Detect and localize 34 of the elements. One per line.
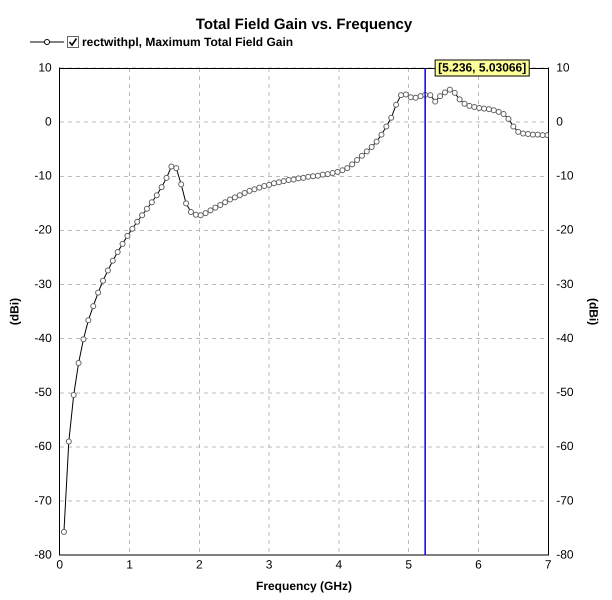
y-tick-label: -80 — [34, 548, 52, 562]
x-tick-label: 5 — [405, 558, 412, 572]
x-axis-title: Frequency (GHz) — [256, 579, 352, 594]
y-axis-title: (dBi) — [8, 298, 22, 326]
y-tick-label: -70 — [34, 493, 52, 508]
x-tick-label: 7 — [544, 558, 552, 572]
y-tick-label: -40 — [34, 330, 52, 345]
y2-tick-label: -60 — [556, 439, 574, 454]
x-tick-label: 2 — [196, 558, 203, 572]
x-tick-label: 6 — [475, 558, 482, 572]
y2-tick-label: -40 — [556, 330, 574, 345]
y2-axis-title: (dBi) — [586, 298, 600, 326]
y2-tick-label: -50 — [556, 385, 574, 400]
y-tick-label: -50 — [34, 385, 52, 400]
y-tick-label: -10 — [34, 168, 52, 183]
y-tick-label: -20 — [34, 222, 52, 237]
y2-tick-label: -80 — [556, 548, 574, 562]
chart-title: Total Field Gain vs. Frequency — [196, 16, 413, 34]
x-tick-label: 0 — [56, 558, 64, 572]
y-tick-label: -60 — [34, 439, 52, 454]
y2-tick-label: 0 — [556, 114, 564, 128]
x-tick-label: 1 — [126, 558, 134, 572]
y-tick-label: 10 — [38, 60, 52, 74]
y2-tick-label: -10 — [556, 168, 574, 183]
y2-tick-label: -30 — [556, 276, 574, 291]
y-tick-label: -30 — [34, 276, 52, 291]
x-tick-label: 4 — [336, 558, 343, 572]
y-tick-label: 0 — [45, 114, 52, 128]
legend-label: rectwithpl, Maximum Total Field Gain — [82, 35, 294, 49]
y2-tick-label: -70 — [556, 493, 574, 508]
y2-tick-label: -20 — [556, 222, 574, 237]
y2-tick-label: 10 — [556, 60, 570, 74]
ref-line-label: [5.236, 5.03066] — [438, 60, 526, 74]
x-tick-label: 3 — [266, 558, 273, 572]
